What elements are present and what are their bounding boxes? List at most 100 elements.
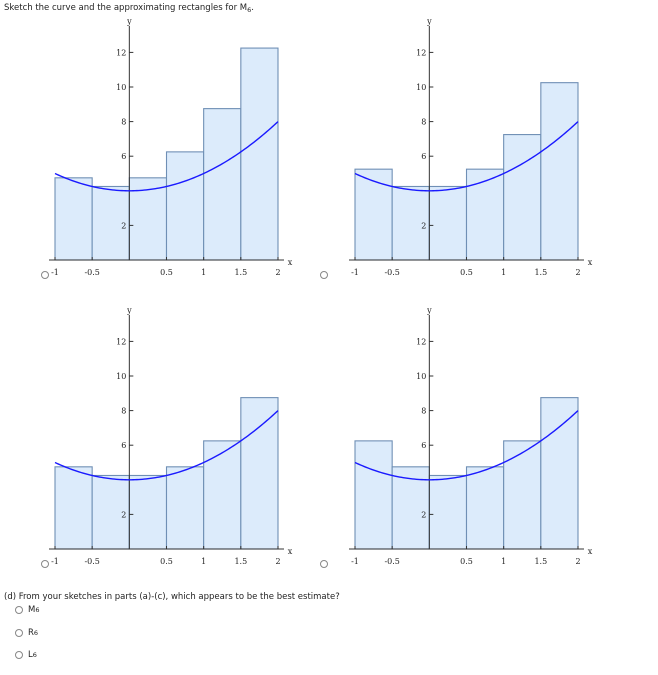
x-tick-label-0.5: 0.5 bbox=[160, 557, 173, 566]
question-text: (d) From your sketches in parts (a)-(c),… bbox=[4, 592, 340, 602]
x-tick-label-1.5: 1.5 bbox=[534, 268, 547, 277]
prompt-period: . bbox=[251, 3, 254, 13]
x-tick-label-2: 2 bbox=[275, 268, 280, 277]
y-tick-label-12: 12 bbox=[416, 337, 426, 346]
graph-option-radio-2[interactable] bbox=[320, 271, 328, 279]
approx-rectangle-2 bbox=[391, 185, 430, 261]
x-tick-label--0.5: -0.5 bbox=[384, 557, 399, 566]
x-tick-label-1.5: 1.5 bbox=[234, 268, 247, 277]
y-tick-label-2: 2 bbox=[421, 221, 426, 230]
x-tick-label-0.5: 0.5 bbox=[460, 557, 473, 566]
approx-rectangle-4 bbox=[465, 466, 505, 550]
y-tick-label-10: 10 bbox=[416, 83, 426, 92]
y-tick-label-8: 8 bbox=[421, 407, 426, 416]
approx-rectangle-1 bbox=[354, 168, 393, 261]
y-axis-label: y bbox=[126, 306, 132, 315]
y-tick-label-10: 10 bbox=[116, 372, 126, 381]
x-tick-label--1: -1 bbox=[51, 557, 59, 566]
prompt-subscript: 6 bbox=[247, 6, 252, 14]
y-tick-label-6: 6 bbox=[121, 152, 126, 161]
choice-m6-radio[interactable] bbox=[15, 606, 23, 614]
function-curve bbox=[54, 410, 279, 481]
x-tick-label--0.5: -0.5 bbox=[84, 268, 99, 277]
function-curve bbox=[354, 410, 579, 481]
y-tick-label-2: 2 bbox=[421, 510, 426, 519]
x-tick-label-0.5: 0.5 bbox=[460, 268, 473, 277]
x-tick-label-1: 1 bbox=[501, 268, 506, 277]
approx-rectangle-6 bbox=[540, 397, 579, 550]
y-tick-label-6: 6 bbox=[421, 441, 426, 450]
x-axis-label: x bbox=[288, 258, 293, 267]
x-tick-label--1: -1 bbox=[351, 268, 359, 277]
y-tick-label-8: 8 bbox=[421, 118, 426, 127]
approx-rectangle-1 bbox=[54, 466, 93, 550]
approx-rectangle-5 bbox=[503, 440, 542, 550]
choice-l6-radio[interactable] bbox=[15, 651, 23, 659]
x-tick-label-2: 2 bbox=[275, 557, 280, 566]
x-tick-label--0.5: -0.5 bbox=[384, 268, 399, 277]
prompt-text: Sketch the curve and the approximating r… bbox=[4, 3, 254, 14]
y-tick-label-2: 2 bbox=[121, 510, 126, 519]
approx-rectangle-3 bbox=[128, 474, 168, 550]
y-tick-label-8: 8 bbox=[121, 118, 126, 127]
y-axis-label: y bbox=[426, 306, 432, 315]
x-axis-label: x bbox=[588, 547, 593, 556]
approx-rectangle-4 bbox=[165, 466, 205, 550]
approx-rectangle-6 bbox=[240, 397, 279, 550]
approx-rectangle-1 bbox=[54, 177, 93, 261]
choice-m6-letter: M bbox=[28, 605, 36, 615]
approx-rectangle-5 bbox=[203, 440, 242, 550]
prompt-label: Sketch the curve and the approximating r… bbox=[4, 3, 248, 13]
x-tick-label--0.5: -0.5 bbox=[84, 557, 99, 566]
graph-option-radio-1[interactable] bbox=[41, 271, 49, 279]
approx-rectangle-5 bbox=[203, 108, 242, 261]
approx-rectangle-5 bbox=[503, 134, 542, 261]
y-axis-label: y bbox=[126, 17, 132, 26]
choice-r6-letter: R bbox=[28, 628, 34, 638]
function-curve bbox=[54, 121, 279, 192]
approx-rectangle-3 bbox=[428, 474, 468, 550]
choice-r6-radio[interactable] bbox=[15, 629, 23, 637]
graph-option-radio-4[interactable] bbox=[320, 560, 328, 568]
x-tick-label-1: 1 bbox=[201, 268, 206, 277]
x-tick-label-1.5: 1.5 bbox=[234, 557, 247, 566]
y-tick-label-12: 12 bbox=[116, 48, 126, 57]
graph-option-radio-3[interactable] bbox=[41, 560, 49, 568]
choice-l6-sub: 6 bbox=[32, 651, 37, 659]
approx-rectangle-4 bbox=[465, 168, 505, 261]
choice-l6-letter: L bbox=[28, 650, 33, 660]
y-tick-label-10: 10 bbox=[416, 372, 426, 381]
x-tick-label-1.5: 1.5 bbox=[534, 557, 547, 566]
x-axis-label: x bbox=[588, 258, 593, 267]
y-tick-label-10: 10 bbox=[116, 83, 126, 92]
function-curve bbox=[354, 121, 579, 192]
x-tick-label-1: 1 bbox=[501, 557, 506, 566]
x-tick-label--1: -1 bbox=[351, 557, 359, 566]
x-tick-label-0.5: 0.5 bbox=[160, 268, 173, 277]
x-tick-label-2: 2 bbox=[575, 268, 580, 277]
approx-rectangle-1 bbox=[354, 440, 393, 550]
x-axis-label: x bbox=[288, 547, 293, 556]
choice-m6-sub: 6 bbox=[35, 606, 40, 614]
y-tick-label-12: 12 bbox=[116, 337, 126, 346]
approx-rectangle-6 bbox=[240, 47, 279, 261]
x-tick-label-2: 2 bbox=[575, 557, 580, 566]
y-tick-label-2: 2 bbox=[121, 221, 126, 230]
approx-rectangle-6 bbox=[540, 82, 579, 261]
x-tick-label-1: 1 bbox=[201, 557, 206, 566]
y-tick-label-6: 6 bbox=[121, 441, 126, 450]
choice-r6-sub: 6 bbox=[33, 629, 39, 637]
x-tick-label--1: -1 bbox=[51, 268, 59, 277]
approx-rectangle-3 bbox=[128, 177, 168, 261]
y-axis-label: y bbox=[426, 17, 432, 26]
approx-rectangle-3 bbox=[428, 185, 468, 261]
y-tick-label-8: 8 bbox=[121, 407, 126, 416]
approx-rectangle-4 bbox=[165, 151, 205, 261]
